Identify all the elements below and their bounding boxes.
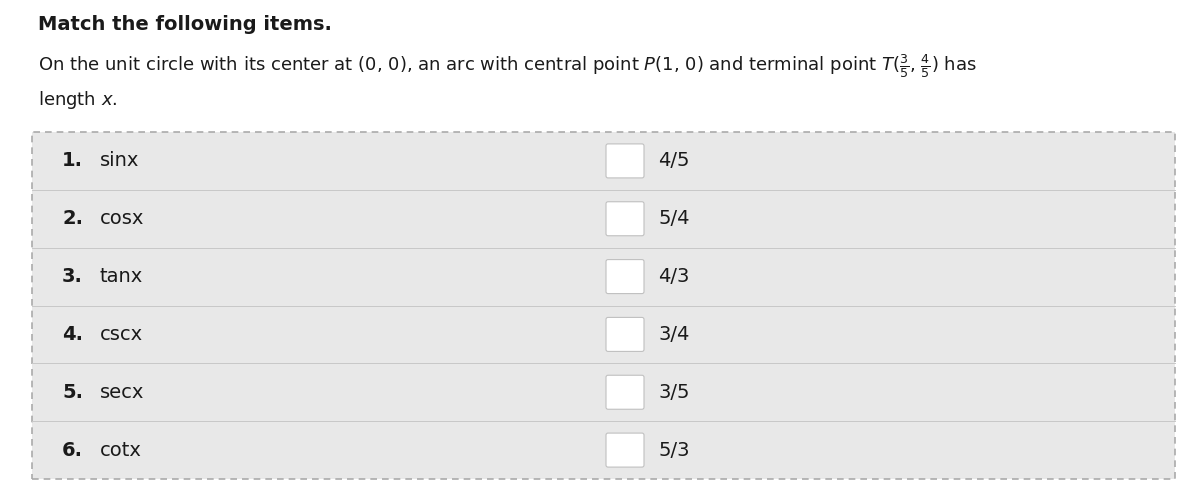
Text: On the unit circle with its center at (0, 0), an arc with central point $\it{P}$: On the unit circle with its center at (0…: [38, 52, 977, 80]
Text: cscx: cscx: [100, 325, 143, 344]
Text: 2.: 2.: [62, 209, 83, 228]
Text: 4.: 4.: [62, 325, 83, 344]
Text: 5/4: 5/4: [658, 209, 690, 228]
FancyBboxPatch shape: [606, 375, 644, 409]
Text: 5/3: 5/3: [658, 441, 690, 460]
Text: sinx: sinx: [100, 151, 139, 170]
Text: cotx: cotx: [100, 441, 142, 460]
FancyBboxPatch shape: [606, 433, 644, 467]
Text: 3/5: 3/5: [658, 383, 690, 402]
Text: 6.: 6.: [62, 441, 83, 460]
Text: 1.: 1.: [62, 151, 83, 170]
FancyBboxPatch shape: [606, 318, 644, 352]
Text: tanx: tanx: [100, 267, 143, 286]
FancyBboxPatch shape: [606, 260, 644, 294]
FancyBboxPatch shape: [606, 144, 644, 178]
Text: 3.: 3.: [62, 267, 83, 286]
Text: cosx: cosx: [100, 209, 144, 228]
Text: 3/4: 3/4: [658, 325, 689, 344]
Text: Match the following items.: Match the following items.: [38, 15, 332, 34]
Text: secx: secx: [100, 383, 144, 402]
FancyBboxPatch shape: [32, 132, 1175, 479]
FancyBboxPatch shape: [606, 202, 644, 236]
Text: 5.: 5.: [62, 383, 83, 402]
Text: 4/5: 4/5: [658, 151, 690, 170]
Text: 4/3: 4/3: [658, 267, 689, 286]
Text: length $\it{x}$.: length $\it{x}$.: [38, 89, 118, 111]
